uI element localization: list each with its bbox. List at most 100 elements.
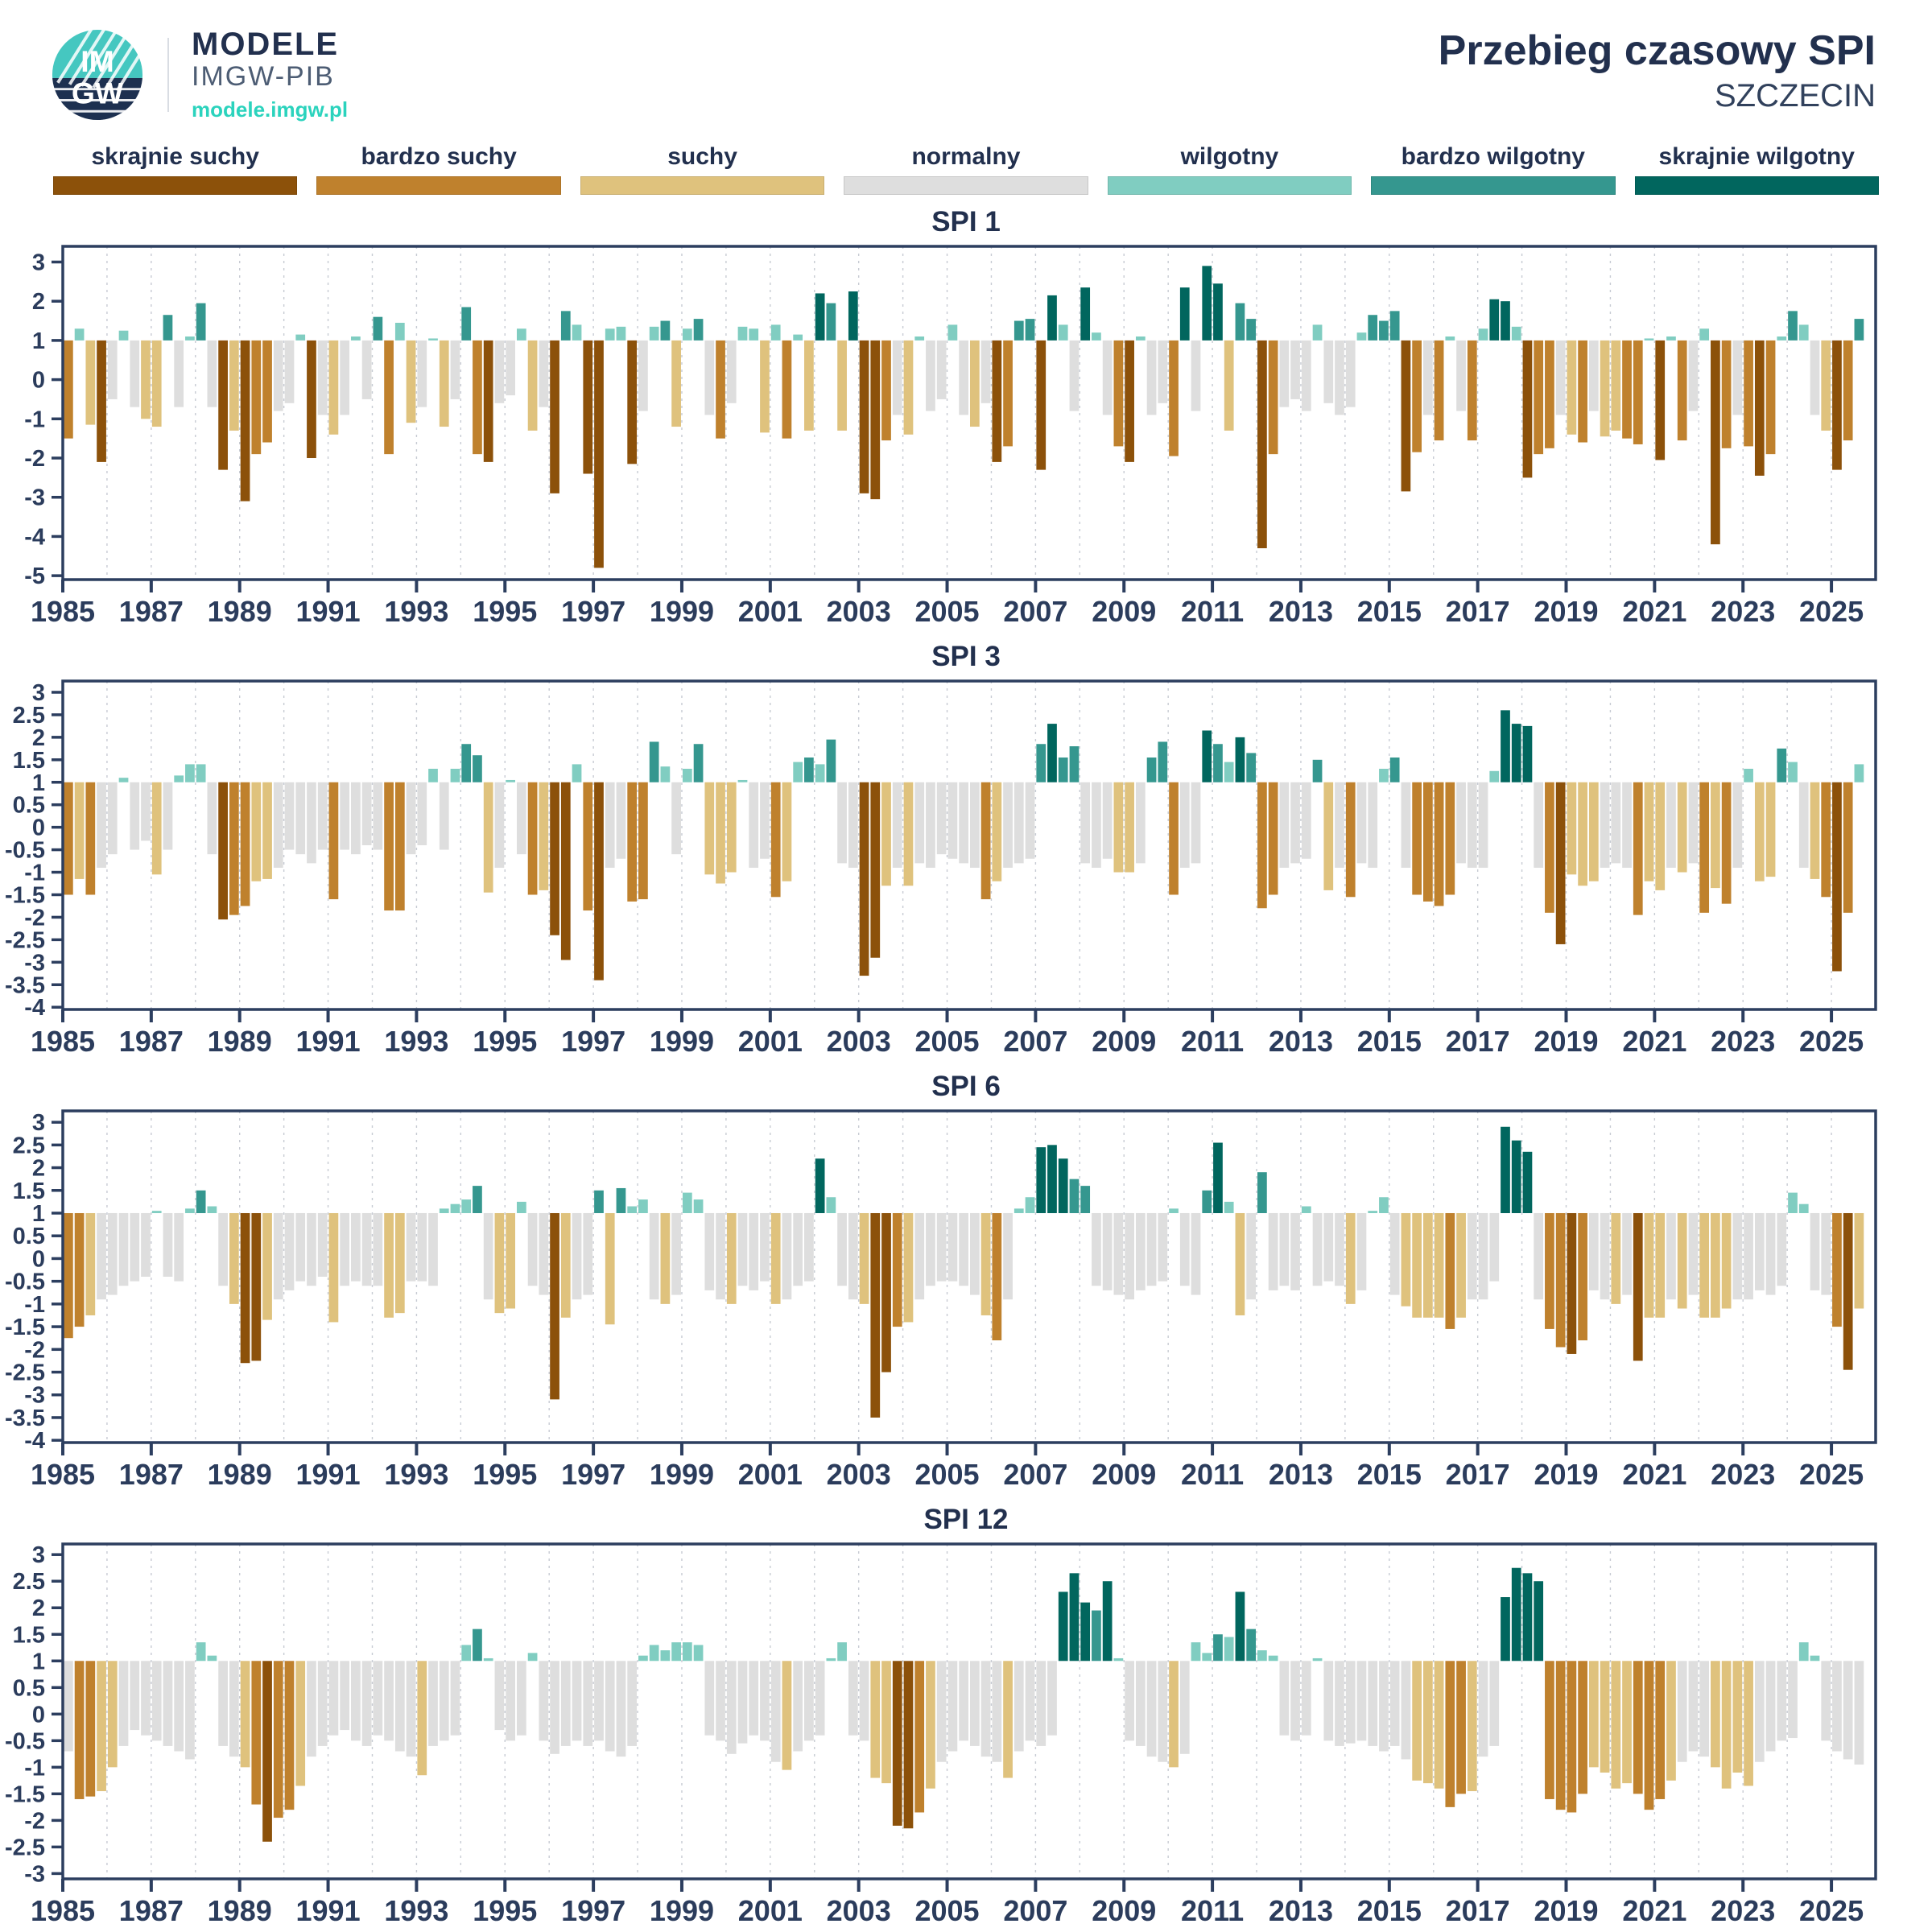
bar (1312, 1657, 1323, 1662)
bar (1810, 1212, 1820, 1290)
x-tick-label: 1995 (473, 1025, 537, 1058)
bar (1854, 764, 1864, 782)
bar (804, 340, 814, 431)
bar (649, 326, 659, 341)
bar (284, 1661, 295, 1810)
x-tick-label: 2019 (1534, 1458, 1598, 1491)
bar (1677, 782, 1687, 873)
bar (737, 326, 748, 341)
bar (1113, 1657, 1124, 1662)
bar (1489, 1212, 1500, 1282)
y-tick-label: -1 (24, 1292, 45, 1318)
brand-divider (167, 38, 169, 113)
bar (881, 340, 891, 441)
bar (1013, 782, 1024, 864)
y-tick-label: -0.5 (5, 1269, 45, 1295)
bar (1125, 1661, 1134, 1741)
brand-org: IMGW-PIB (192, 61, 335, 92)
bar (85, 1661, 96, 1797)
bar (340, 1661, 350, 1731)
bar (185, 336, 195, 341)
bar (1423, 1661, 1433, 1784)
bar (163, 1212, 173, 1277)
bar (163, 782, 173, 850)
x-tick-label: 2001 (738, 595, 803, 628)
x-tick-label: 2025 (1799, 595, 1864, 628)
bar (693, 1645, 704, 1662)
bar (328, 340, 339, 435)
bar (284, 1212, 295, 1290)
bar (1389, 1212, 1400, 1295)
bar (1335, 1661, 1344, 1746)
y-tick-label: -2.5 (5, 1360, 45, 1386)
bar (749, 1212, 759, 1290)
bar (1666, 336, 1676, 341)
bar (1092, 782, 1101, 868)
bar (506, 779, 515, 782)
y-tick-label: -1.5 (5, 1315, 45, 1340)
bar (1102, 1581, 1113, 1662)
bar (527, 1653, 538, 1662)
bar (936, 1212, 947, 1282)
bar (892, 1212, 902, 1327)
x-tick-label: 2021 (1622, 1025, 1686, 1058)
bar (295, 1212, 306, 1282)
bar (1047, 1661, 1057, 1736)
brand-url-link[interactable]: modele.imgw.pl (192, 97, 349, 122)
bar (1633, 340, 1643, 444)
bar (1257, 1650, 1267, 1662)
bar (793, 1212, 803, 1286)
plot-frame (61, 1542, 1877, 1880)
y-tick-label: 1 (32, 1649, 45, 1674)
bar (1125, 340, 1134, 462)
bar (1854, 319, 1864, 341)
bar (660, 1650, 671, 1662)
bar (1323, 782, 1334, 890)
bar (605, 1212, 615, 1325)
bar (207, 782, 217, 855)
bar (1179, 287, 1190, 341)
bar (970, 782, 980, 868)
bar (494, 782, 505, 868)
x-tick-label: 2005 (914, 1025, 979, 1058)
bar (527, 340, 538, 431)
bar (726, 782, 737, 873)
bar (1832, 1212, 1842, 1327)
bar (1356, 332, 1367, 341)
bar (1555, 782, 1566, 944)
bar (1213, 1634, 1223, 1662)
bar (240, 782, 250, 906)
bar (494, 1661, 505, 1731)
y-axis: 32.521.510.50-0.5-1-1.5-2-2.5-3 (5, 1542, 63, 1887)
bar (1765, 340, 1776, 455)
bar (1423, 782, 1433, 902)
bar (1545, 782, 1554, 913)
bar (207, 1655, 217, 1662)
y-tick-label: -3 (24, 1383, 45, 1409)
bar (605, 1661, 615, 1752)
bar (1721, 1661, 1732, 1789)
bar (737, 1212, 748, 1286)
bar (936, 1661, 947, 1762)
y-tick-label: 2 (32, 725, 45, 751)
x-tick-label: 2025 (1799, 1025, 1864, 1058)
bar (1224, 340, 1234, 431)
bar (815, 293, 825, 341)
bar (1036, 744, 1046, 782)
bar (1622, 1661, 1632, 1784)
bar (1379, 1197, 1389, 1213)
bar (1478, 328, 1488, 341)
bar (716, 782, 725, 884)
bar (1545, 1212, 1554, 1329)
bar (970, 1212, 980, 1295)
x-tick-label: 1995 (473, 595, 537, 628)
legend-item: wilgotny (1107, 143, 1352, 195)
bar (859, 782, 869, 976)
x-tick-label: 2023 (1711, 1025, 1775, 1058)
bar (1246, 319, 1257, 341)
bar (1611, 1661, 1621, 1789)
chart-section-spi6: SPI 6 3 2.5 2 1.5 1 0.5 0 -0.5 -1 -1.5 -2 -2.5 -3 -3.… (0, 1071, 1932, 1492)
bar (1423, 340, 1433, 415)
